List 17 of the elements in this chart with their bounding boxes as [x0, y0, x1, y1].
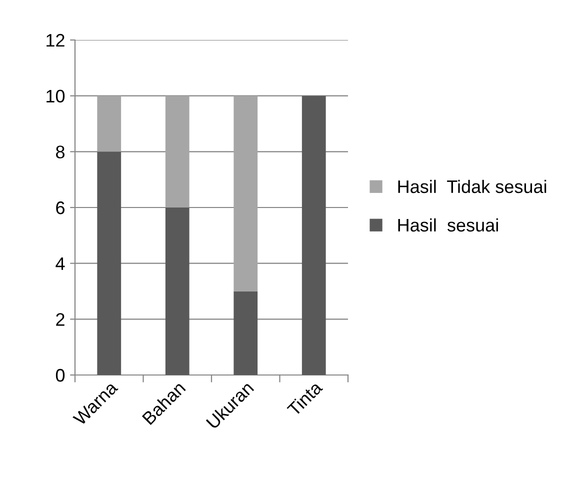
bar	[165, 96, 190, 208]
y-tick-label: 8	[56, 146, 64, 158]
y-tick-label: 0	[56, 368, 65, 382]
bar	[97, 96, 122, 152]
bar	[234, 96, 258, 292]
bar	[165, 208, 190, 375]
bar	[234, 291, 258, 375]
y-tick-label: 12	[46, 34, 64, 47]
legend-label: Hasil Tidak sesuai	[398, 180, 546, 194]
y-tick-label: 6	[56, 201, 64, 214]
bar	[302, 96, 326, 375]
bar	[97, 152, 122, 375]
y-tick-label: 4	[56, 257, 65, 270]
y-tick-label: 10	[46, 90, 65, 103]
x-tick-label: Tinta	[286, 380, 324, 417]
legend-label: Hasil sesuai	[398, 218, 498, 232]
y-tick-label: 2	[56, 313, 64, 326]
